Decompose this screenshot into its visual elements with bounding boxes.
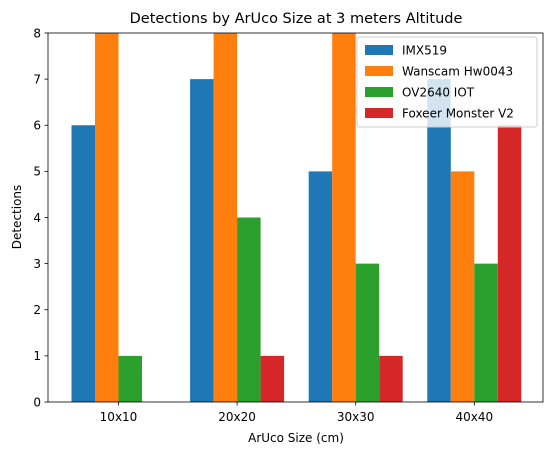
legend-label: Wanscam Hw0043: [402, 65, 513, 79]
y-tick-label: 6: [33, 119, 41, 133]
y-tick-label: 1: [33, 349, 41, 363]
bar: [450, 171, 475, 402]
legend-label: OV2640 IOT: [402, 86, 475, 100]
axes-layer: 0 1 2 3 4 5 6 7 8 10x10 20x20 30x30 40x40: [33, 26, 544, 424]
y-tick-label: 5: [33, 165, 41, 179]
bar: [260, 355, 285, 402]
bar: [308, 171, 333, 402]
bar: [213, 33, 238, 402]
x-axis-title: ArUco Size (cm): [248, 431, 344, 445]
y-tick-label: 0: [33, 395, 41, 409]
y-tick-label: 8: [33, 26, 41, 40]
bar: [118, 355, 142, 402]
legend-box: [356, 36, 538, 128]
x-tick-label: 10x10: [100, 410, 138, 424]
bar: [497, 125, 522, 402]
legend-swatch: [365, 45, 393, 55]
legend-swatch: [365, 87, 393, 97]
bars-layer: [71, 33, 522, 402]
legend-label: Foxeer Monster V2: [402, 107, 514, 121]
legend-label: IMX519: [402, 44, 447, 58]
x-tick-label: 20x20: [218, 410, 256, 424]
legend-swatch: [365, 66, 393, 76]
bar: [237, 217, 261, 402]
bar: [71, 125, 95, 402]
bar: [332, 33, 356, 402]
legend-swatch: [365, 108, 393, 118]
bar: [427, 79, 451, 402]
bar: [355, 263, 380, 402]
chart-title: Detections by ArUco Size at 3 meters Alt…: [130, 11, 463, 27]
x-tick-label: 40x40: [455, 410, 493, 424]
bar: [95, 33, 119, 402]
bar: [474, 263, 498, 402]
y-tick-label: 3: [33, 257, 41, 271]
bar: [379, 355, 403, 402]
x-tick-label: 30x30: [337, 410, 375, 424]
y-tick-label: 7: [33, 72, 41, 86]
y-tick-label: 4: [33, 211, 41, 225]
y-axis-title: Detections: [10, 185, 24, 250]
y-tick-label: 2: [33, 303, 41, 317]
bar: [190, 79, 214, 402]
legend: IMX519 Wanscam Hw0043 OV2640 IOT Foxeer Mon…: [356, 36, 538, 128]
